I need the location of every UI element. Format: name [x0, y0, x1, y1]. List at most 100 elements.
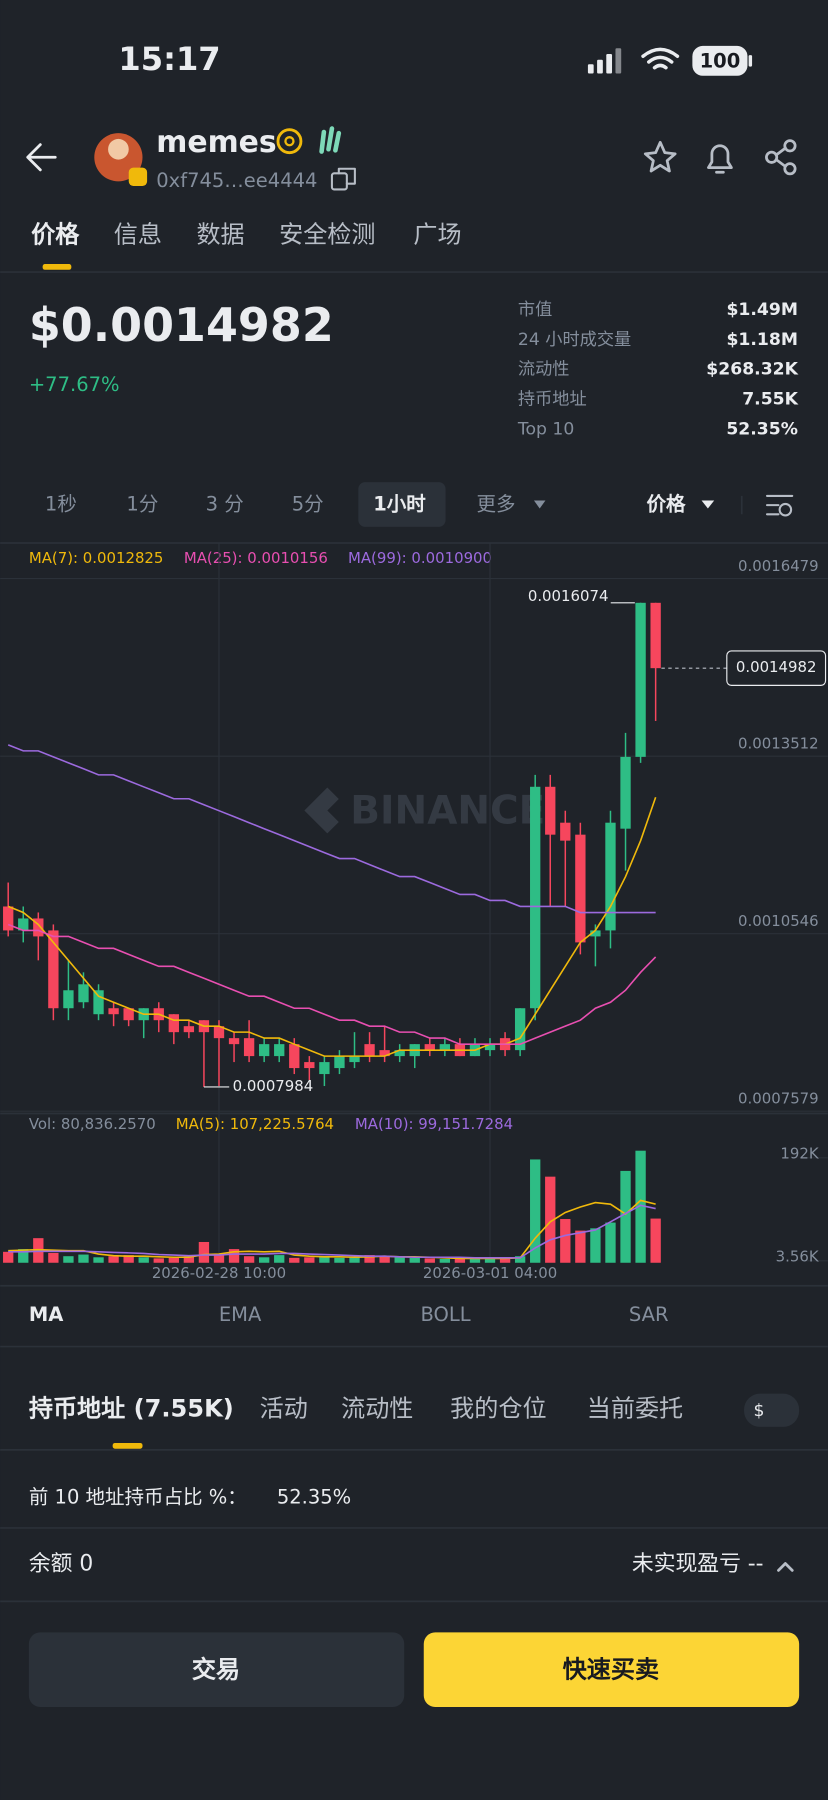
quick-trade-button-label[interactable]: 快速买卖 — [563, 1655, 659, 1683]
candle-body — [620, 756, 631, 829]
quick-trade-button[interactable] — [423, 1632, 800, 1708]
candle-body — [108, 1008, 119, 1015]
volume-bar — [394, 1257, 405, 1263]
interval-option[interactable]: 更多 — [477, 493, 516, 516]
volume-bar — [605, 1222, 616, 1263]
candle-body — [590, 930, 601, 937]
indicator-tab[interactable]: SAR — [629, 1303, 669, 1326]
candle-body — [78, 984, 89, 1003]
volume-bar — [258, 1257, 270, 1263]
currency-toggle[interactable] — [744, 1393, 800, 1427]
candle-body — [33, 918, 44, 937]
stat-value: 52.35% — [726, 419, 798, 439]
volume-bar — [198, 1241, 210, 1263]
tab[interactable]: 信息 — [114, 220, 162, 248]
stat-label: 市值 — [518, 300, 552, 320]
volume-bar — [530, 1159, 541, 1263]
holder-tab[interactable]: 流动性 — [341, 1395, 413, 1423]
hand-icon — [319, 126, 342, 154]
volume-bar — [63, 1256, 74, 1263]
tab[interactable]: 价格 — [31, 220, 80, 248]
stat-value: $1.49M — [726, 300, 798, 320]
balance: 余额 0 — [29, 1552, 93, 1577]
stat-value: $1.18M — [726, 330, 798, 350]
interval-option[interactable]: 3 分 — [206, 493, 244, 516]
chart-settings-button[interactable] — [765, 494, 794, 517]
candle-body — [439, 1044, 451, 1051]
indicator-tab[interactable]: BOLL — [421, 1303, 471, 1326]
volume-bar — [3, 1251, 14, 1263]
share-button[interactable] — [765, 139, 797, 176]
stat-value: $268.32K — [706, 360, 798, 380]
back-button[interactable] — [26, 143, 57, 172]
candle-body — [123, 1008, 134, 1021]
volume-bar — [469, 1258, 481, 1263]
dropdown-caret — [701, 500, 715, 509]
candle-body — [560, 822, 571, 841]
expand-button[interactable] — [777, 1562, 794, 1572]
candle-body — [349, 1056, 360, 1063]
trade-button[interactable] — [28, 1632, 405, 1708]
volume-bar — [424, 1258, 435, 1263]
chain-badge — [128, 167, 148, 186]
tab[interactable]: 数据 — [196, 220, 244, 248]
volume-bar — [93, 1257, 104, 1263]
interval-option[interactable]: 5分 — [292, 493, 324, 516]
dropdown-caret — [533, 500, 546, 509]
indicator-tab[interactable]: MA — [29, 1303, 64, 1326]
volume-bar — [138, 1257, 149, 1263]
ma-legend: MA(7): 0.0012825 — [29, 549, 164, 567]
volume-bar — [334, 1257, 345, 1263]
at-icon-inner — [284, 136, 295, 147]
stat-label: Top 10 — [517, 419, 574, 439]
status-time: 15:17 — [118, 40, 220, 78]
volume-bar — [590, 1228, 601, 1263]
candle-body — [304, 1062, 315, 1069]
candle-body — [334, 1056, 345, 1069]
interval-option[interactable]: 1秒 — [45, 493, 77, 516]
x-tick-label: 2026-02-28 10:00 — [152, 1264, 286, 1282]
candle-body — [93, 990, 104, 1015]
interval-active-bg — [358, 482, 446, 527]
at-icon — [276, 128, 303, 155]
high-label: 0.0016074 — [528, 587, 609, 605]
battery-tip — [748, 55, 753, 67]
candle-body — [650, 602, 661, 669]
holder-tab[interactable]: 持币地址 (7.55K) — [29, 1395, 234, 1423]
interval-option[interactable]: 1分 — [126, 493, 158, 516]
token-address[interactable]: 0xf745…ee4444 — [156, 169, 317, 192]
volume-ma-line — [8, 1199, 656, 1260]
volume-bar — [454, 1258, 466, 1263]
volume-bar — [349, 1256, 360, 1263]
holder-tab[interactable]: 当前委托 — [587, 1395, 683, 1423]
volume-bar — [108, 1256, 119, 1263]
favorite-button[interactable] — [643, 140, 677, 173]
holder-tab[interactable]: 我的仓位 — [450, 1395, 546, 1423]
candle-body — [545, 786, 556, 835]
token-name: memes — [156, 125, 276, 160]
ma-line — [7, 923, 657, 1045]
tab[interactable]: 广场 — [413, 220, 461, 248]
currency-label: $ — [753, 1401, 764, 1421]
volume-bar — [243, 1256, 255, 1263]
candle-body — [575, 834, 586, 943]
indicator-tab[interactable]: EMA — [219, 1303, 262, 1326]
candle-body — [289, 1044, 300, 1069]
price-selector[interactable]: 价格 — [646, 493, 686, 516]
tab[interactable]: 安全检测 — [279, 220, 375, 248]
volume-bar — [123, 1255, 134, 1263]
interval-option[interactable]: 1小时 — [373, 493, 426, 516]
unrealized-pnl: 未实现盈亏 -- — [632, 1552, 764, 1577]
ma-legend: MA(99): 0.0010900 — [348, 549, 492, 567]
volume-bar — [168, 1257, 179, 1263]
volume-ma-legend: MA(10): 99,151.7284 — [355, 1115, 513, 1133]
candle-body — [183, 1026, 195, 1033]
y-tick-label: 0.0007579 — [738, 1090, 819, 1108]
trade-button-label[interactable]: 交易 — [192, 1655, 240, 1683]
holder-tab[interactable]: 活动 — [260, 1395, 308, 1423]
candle-body — [514, 1008, 526, 1051]
volume-ma-line — [8, 1204, 656, 1259]
alert-button[interactable] — [707, 144, 733, 174]
